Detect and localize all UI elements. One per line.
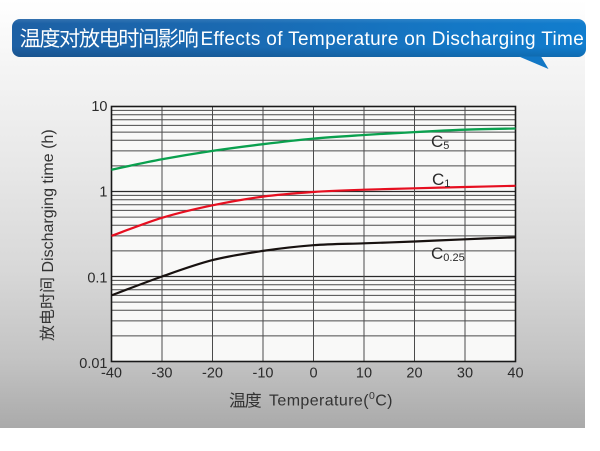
- svg-text:10: 10: [91, 99, 107, 115]
- svg-text:-20: -20: [202, 366, 223, 382]
- svg-text:Temperature(0C): Temperature(0C): [269, 390, 393, 410]
- svg-text:1: 1: [99, 185, 107, 201]
- svg-text:Discharging time (h): Discharging time (h): [40, 129, 57, 272]
- svg-text:0: 0: [309, 366, 317, 382]
- svg-text:-30: -30: [152, 366, 173, 382]
- svg-text:20: 20: [406, 366, 422, 382]
- svg-text:10: 10: [356, 366, 372, 382]
- svg-text:40: 40: [507, 366, 523, 382]
- svg-text:Effects of Temperature on Disc: Effects of Temperature on Discharging Ti…: [201, 29, 585, 50]
- svg-text:-40: -40: [101, 366, 122, 382]
- svg-text:0.1: 0.1: [87, 271, 107, 287]
- svg-text:-10: -10: [253, 366, 274, 382]
- svg-text:0.01: 0.01: [79, 356, 107, 372]
- svg-text:30: 30: [457, 366, 473, 382]
